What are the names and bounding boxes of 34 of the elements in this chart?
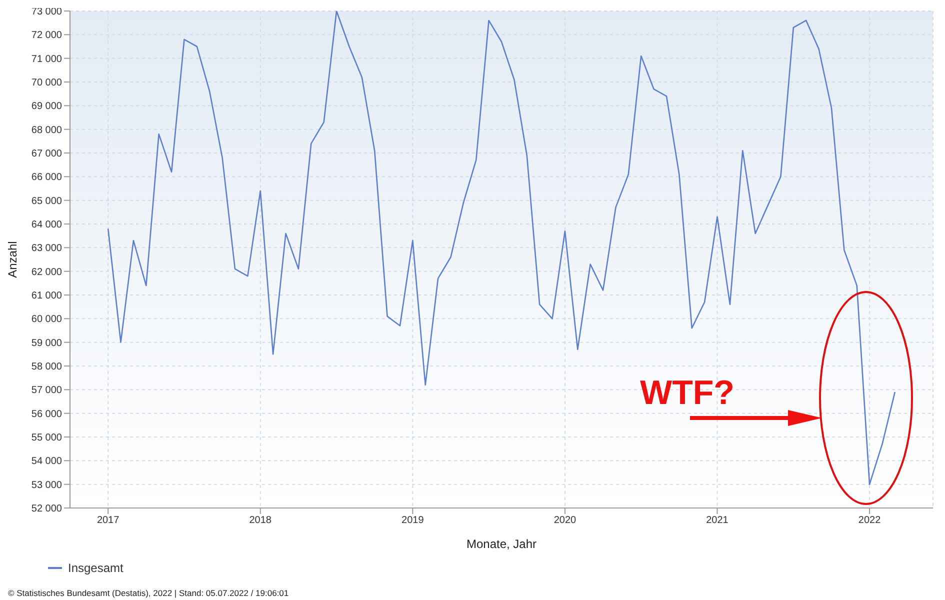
annotation: WTF? [640, 374, 734, 413]
y-tick-label: 71 000 [31, 54, 62, 65]
y-tick-label: 60 000 [31, 314, 62, 326]
y-tick-label: 62 000 [31, 266, 62, 278]
y-tick-label: 55 000 [31, 432, 62, 444]
x-tick-label: 2019 [402, 515, 424, 526]
x-tick-label: 2017 [96, 515, 120, 526]
text: © Statistisches Bundesamt (Destatis), 2022 | Stand: 05.07.2022 / 19:06:01 [8, 588, 290, 598]
y-tick-label: 64 000 [31, 220, 62, 231]
y-tick-label: 54 000 [31, 456, 62, 468]
y-tick-label: 69 000 [31, 101, 62, 112]
x-axis-title: Monate, Jahr [466, 537, 537, 551]
y-tick-label: 72 000 [31, 30, 62, 42]
y-tick-label: 61 000 [31, 290, 62, 302]
x-tick-label: 2022 [858, 515, 882, 526]
x-tick-label: 2018 [249, 515, 272, 526]
y-tick-label: 59 000 [31, 338, 62, 349]
y-tick-label: 70 000 [31, 78, 62, 89]
y-tick-label: 53 000 [31, 480, 62, 491]
y-tick-label: 73 000 [31, 6, 62, 18]
y-axis-title: Anzahl [5, 241, 20, 278]
y-tick-label: 67 000 [31, 148, 62, 160]
y-tick-label: 56 000 [31, 408, 62, 420]
y-tick-label: 63 000 [31, 243, 62, 254]
legend-label: Insgesamt [68, 561, 124, 575]
y-tick-label: 68 000 [31, 124, 62, 136]
y-tick-label: 66 000 [31, 172, 62, 184]
y-tick-label: 52 000 [31, 504, 62, 515]
y-tick-label: 65 000 [31, 196, 62, 207]
y-tick-label: 58 000 [31, 362, 62, 373]
x-tick-label: 2021 [706, 515, 729, 526]
line-series [107, 11, 896, 485]
y-tick-label: 57 000 [31, 385, 62, 396]
x-tick-label: 2020 [554, 515, 577, 526]
